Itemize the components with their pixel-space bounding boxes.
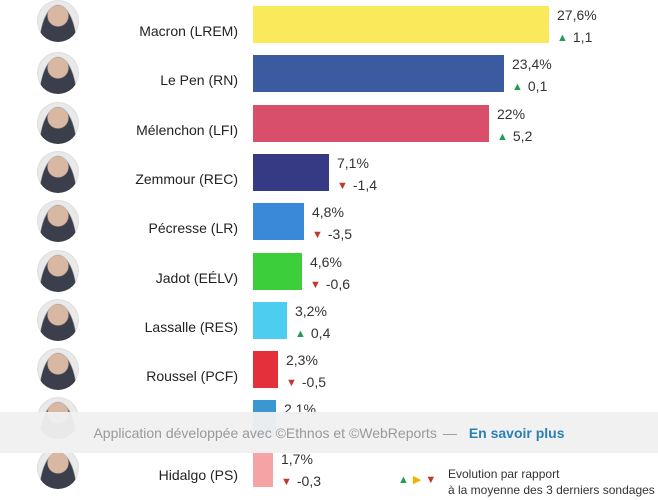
candidate-avatar xyxy=(37,200,79,242)
candidate-name: Jadot (EÉLV) xyxy=(155,270,238,286)
candidate-bar xyxy=(253,203,304,240)
candidate-bar xyxy=(253,55,504,92)
candidate-name: Macron (LREM) xyxy=(139,23,238,39)
candidate-row: Roussel (PCF) 2,3% ▼ -0,5 xyxy=(0,345,658,394)
value-label: 23,4% xyxy=(512,56,552,72)
value-label: 1,7% xyxy=(281,451,313,467)
delta-value: 0,4 xyxy=(310,325,331,341)
candidate-name: Zemmour (REC) xyxy=(135,171,238,187)
candidate-bar xyxy=(253,6,549,43)
delta-value: -0,6 xyxy=(325,276,351,292)
delta-label: ▲ 5,2 xyxy=(497,127,532,146)
delta-label: ▲ 0,1 xyxy=(512,77,547,96)
delta-value: -0,3 xyxy=(296,473,322,489)
value-label: 22% xyxy=(497,106,526,122)
candidate-avatar xyxy=(37,151,79,193)
arrow-down-icon: ▼ xyxy=(281,476,292,488)
delta-label: ▼ -0,5 xyxy=(286,373,326,392)
candidate-avatar xyxy=(37,52,79,94)
candidate-name: Pécresse (LR) xyxy=(148,220,238,236)
delta-value: -0,5 xyxy=(301,374,327,390)
candidate-avatar xyxy=(37,250,79,292)
candidate-bar xyxy=(253,253,302,290)
legend-line-1: Evolution par rapport xyxy=(448,467,560,481)
arrow-up-icon: ▲ xyxy=(497,131,508,143)
candidate-name: Le Pen (RN) xyxy=(160,72,238,88)
candidate-avatar xyxy=(37,0,79,42)
candidate-name: Lassalle (RES) xyxy=(144,319,238,335)
candidate-avatar xyxy=(37,102,79,144)
candidate-row: Lassalle (RES) 3,2% ▲ 0,4 xyxy=(0,296,658,345)
candidate-bar xyxy=(253,105,489,142)
arrow-down-icon: ▼ xyxy=(337,180,348,192)
delta-label: ▼ -1,4 xyxy=(337,176,377,195)
value-label: 3,2% xyxy=(295,303,327,319)
arrow-up-icon: ▲ xyxy=(557,32,568,44)
delta-label: ▼ -0,6 xyxy=(310,275,350,294)
legend-line-2: à la moyenne des 3 derniers sondages xyxy=(448,483,655,497)
delta-value: -3,5 xyxy=(327,226,353,242)
candidate-avatar xyxy=(37,447,79,489)
arrow-down-icon: ▼ xyxy=(286,377,297,389)
learn-more-link[interactable]: En savoir plus xyxy=(468,424,565,441)
candidate-name: Roussel (PCF) xyxy=(146,368,238,384)
footer-credit: Application développée avec ©Ethnos et ©… xyxy=(93,424,437,441)
delta-label: ▼ -0,3 xyxy=(281,472,321,491)
candidate-avatar xyxy=(37,348,79,390)
evolution-legend: ▲▶▼ Evolution par rapport à la moyenne d… xyxy=(398,466,658,500)
value-label: 2,3% xyxy=(286,352,318,368)
legend-text: Evolution par rapport à la moyenne des 3… xyxy=(448,466,655,498)
candidate-row: Pécresse (LR) 4,8% ▼ -3,5 xyxy=(0,197,658,246)
candidate-row: Hidalgo (PS) 1,7% ▼ -0,3 xyxy=(0,444,658,493)
value-label: 4,6% xyxy=(310,254,342,270)
arrow-up-icon: ▲ xyxy=(295,328,306,340)
delta-value: 0,1 xyxy=(527,78,548,94)
candidate-name: Hidalgo (PS) xyxy=(158,467,238,483)
candidate-avatar xyxy=(37,299,79,341)
arrow-down-icon: ▼ xyxy=(310,279,321,291)
delta-value: 5,2 xyxy=(512,128,533,144)
candidate-row: Zemmour (REC) 7,1% ▼ -1,4 xyxy=(0,148,658,197)
arrow-up-icon: ▲ xyxy=(512,81,523,93)
candidate-row: Macron (LREM) 27,6% ▲ 1,1 xyxy=(0,0,658,49)
candidate-name: Mélenchon (LFI) xyxy=(136,122,238,138)
candidate-bar xyxy=(253,302,287,339)
value-label: 7,1% xyxy=(337,155,369,171)
delta-label: ▲ 0,4 xyxy=(295,324,330,343)
footer-separator: — xyxy=(442,424,457,441)
candidate-row: Mélenchon (LFI) 22% ▲ 5,2 xyxy=(0,99,658,148)
candidate-bar xyxy=(253,351,278,388)
delta-value: 1,1 xyxy=(572,29,593,45)
candidate-row: Jadot (EÉLV) 4,6% ▼ -0,6 xyxy=(0,247,658,296)
value-label: 27,6% xyxy=(557,7,597,23)
app-footer: Application développée avec ©Ethnos et ©… xyxy=(0,412,658,453)
delta-label: ▲ 1,1 xyxy=(557,28,592,47)
candidate-bar xyxy=(253,450,273,487)
candidate-bar xyxy=(253,154,329,191)
value-label: 4,8% xyxy=(312,204,344,220)
legend-arrows-icon: ▲▶▼ xyxy=(398,474,441,486)
arrow-down-icon: ▼ xyxy=(312,229,323,241)
delta-label: ▼ -3,5 xyxy=(312,225,352,244)
delta-value: -1,4 xyxy=(352,177,378,193)
candidate-row: Le Pen (RN) 23,4% ▲ 0,1 xyxy=(0,49,658,98)
